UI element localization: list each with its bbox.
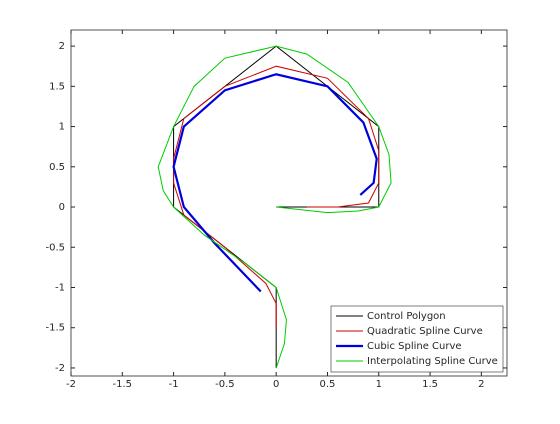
y-tick-label: -1	[55, 282, 65, 293]
legend-label: Control Polygon	[367, 311, 446, 322]
y-tick-label: -1.5	[45, 323, 65, 334]
y-tick-label: 0.5	[49, 162, 65, 173]
series-line	[172, 73, 378, 293]
legend-label: Interpolating Spline Curve	[367, 356, 498, 367]
x-tick-label: 0	[273, 379, 279, 390]
series-line	[157, 45, 392, 369]
legend-label: Cubic Spline Curve	[367, 341, 462, 352]
y-tick-label: 0	[59, 202, 65, 213]
y-tick-label: -0.5	[45, 242, 65, 253]
x-tick-label: 1.5	[422, 379, 438, 390]
x-tick-label: -2	[66, 379, 76, 390]
x-tick-label: 1	[376, 379, 382, 390]
x-tick-label: -0.5	[215, 379, 235, 390]
legend-label: Quadratic Spline Curve	[367, 326, 483, 337]
series-line	[173, 65, 380, 328]
x-tick-label: -1.5	[113, 379, 133, 390]
x-tick-label: 2	[478, 379, 484, 390]
y-tick-label: -2	[55, 363, 65, 374]
y-tick-label: 1	[59, 122, 65, 133]
x-tick-label: -1	[169, 379, 179, 390]
y-tick-label: 1.5	[49, 81, 65, 92]
x-tick-label: 0.5	[320, 379, 336, 390]
y-tick-label: 2	[59, 41, 65, 52]
